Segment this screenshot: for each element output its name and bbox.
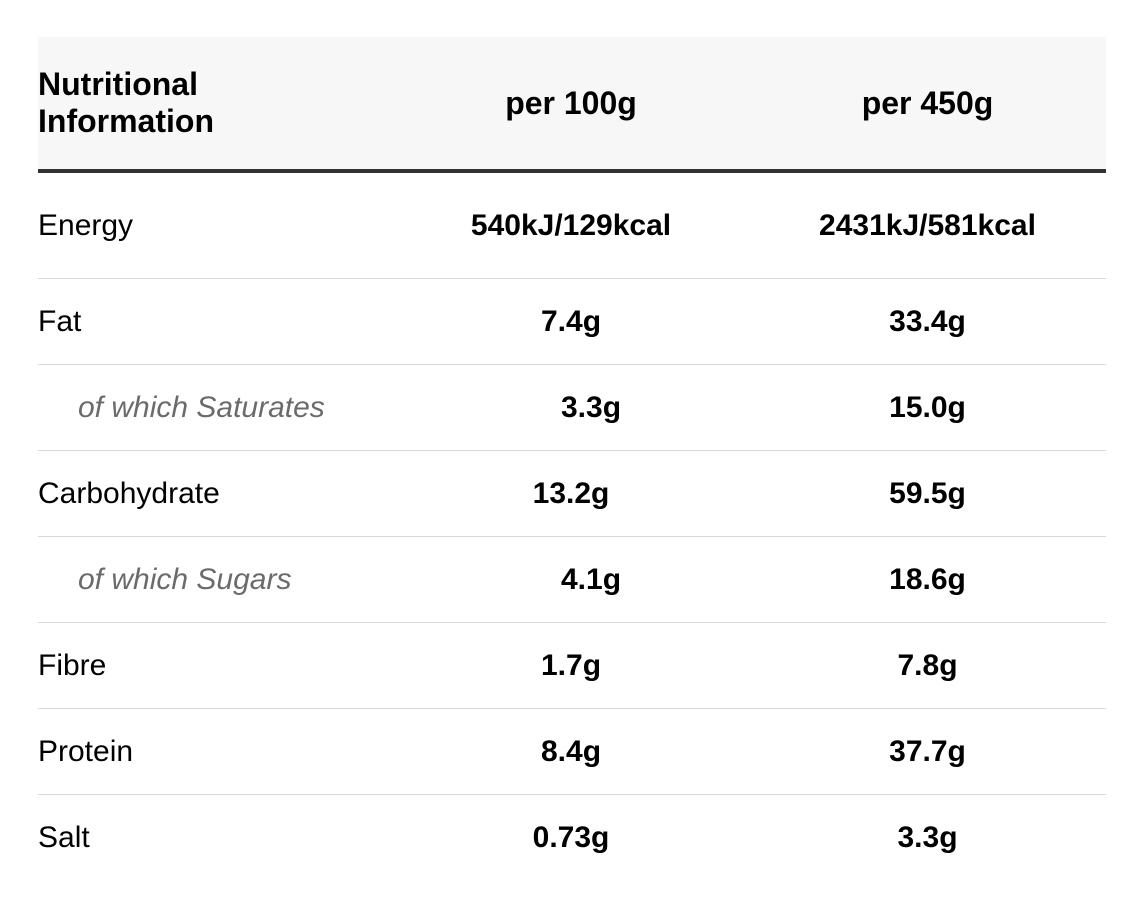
table-row-sugars: of which Sugars 4.1g 18.6g (38, 536, 1106, 623)
table-header-row: Nutritional Information per 100g per 450… (38, 37, 1106, 173)
value-per-450g: 18.6g (749, 536, 1106, 623)
value-per-100g: 1.7g (393, 622, 749, 709)
value-per-450g: 33.4g (749, 278, 1106, 365)
value-per-450g: 7.8g (749, 622, 1106, 709)
row-label: Carbohydrate (38, 450, 393, 537)
table-row-fibre: Fibre 1.7g 7.8g (38, 622, 1106, 709)
value-per-100g: 4.1g (393, 536, 749, 623)
row-label: Fat (38, 278, 393, 365)
row-label: Energy (38, 171, 393, 279)
value-per-100g: 8.4g (393, 708, 749, 795)
value-per-450g: 15.0g (749, 364, 1106, 451)
table-row-carbohydrate: Carbohydrate 13.2g 59.5g (38, 450, 1106, 537)
nutrition-table: Nutritional Information per 100g per 450… (38, 37, 1106, 880)
value-per-450g: 3.3g (897, 820, 958, 854)
row-label: Salt (38, 820, 90, 854)
table-row-saturates: of which Saturates 3.3g 15.0g (38, 364, 1106, 451)
column-header-per-450g: per 450g (749, 37, 1106, 173)
row-sub-label: of which Saturates (38, 364, 393, 451)
value-per-100g: 7.4g (393, 278, 749, 365)
value-per-100g: 13.2g (393, 450, 749, 537)
column-header-per-100g: per 100g (393, 37, 749, 173)
value-per-450g: 2431kJ/581kcal (749, 171, 1106, 279)
table-row-salt: Salt 0.73g 3.3g (38, 795, 1106, 881)
value-per-100g: 0.73g (532, 820, 610, 854)
table-title: Nutritional Information (38, 37, 393, 173)
table-row-protein: Protein 8.4g 37.7g (38, 708, 1106, 795)
value-per-100g: 3.3g (393, 364, 749, 451)
value-per-450g: 37.7g (749, 708, 1106, 795)
row-label: Fibre (38, 622, 393, 709)
table-row-energy: Energy 540kJ/129kcal 2431kJ/581kcal (38, 171, 1106, 279)
row-sub-label: of which Sugars (38, 536, 393, 623)
table-row-fat: Fat 7.4g 33.4g (38, 278, 1106, 365)
value-per-100g: 540kJ/129kcal (393, 171, 749, 279)
value-per-450g: 59.5g (749, 450, 1106, 537)
row-label: Protein (38, 708, 393, 795)
